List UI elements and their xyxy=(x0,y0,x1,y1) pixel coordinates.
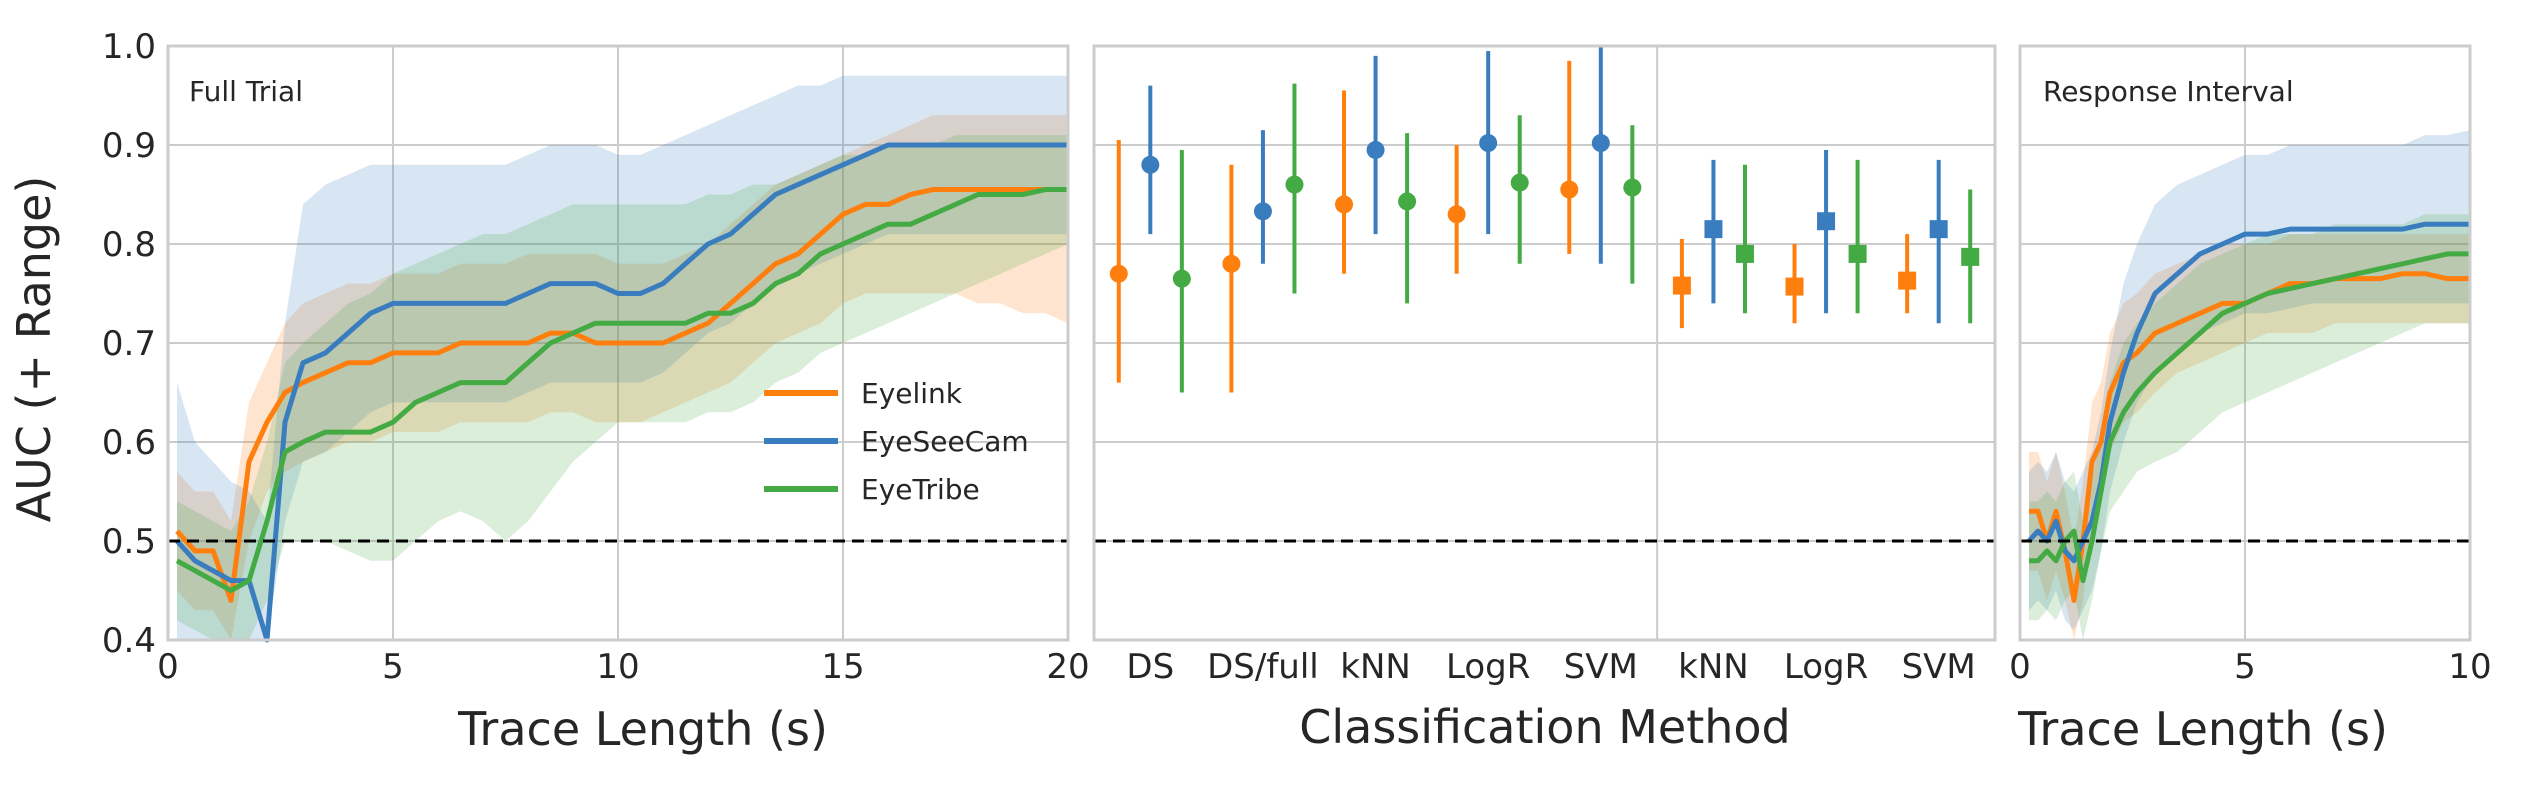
axes-frame xyxy=(166,44,1070,642)
range-band-eyetribe xyxy=(177,135,1068,640)
marker-eyelink xyxy=(1785,277,1804,296)
y-tick-label: 1.0 xyxy=(102,27,156,67)
series-line-eyelink xyxy=(2029,271,2470,603)
category-label: DS xyxy=(1126,647,1174,687)
legend-label-eyeseecam: EyeSeeCam xyxy=(861,425,1029,458)
axes-frame xyxy=(2018,44,2472,642)
range-band-eyeseecam xyxy=(177,75,1068,640)
marker-eyelink xyxy=(1898,271,1917,290)
marker-eyetribe xyxy=(1735,244,1754,263)
legend: Eyelink EyeSeeCam EyeTribe xyxy=(764,377,1029,506)
x-tick-label: 15 xyxy=(821,647,864,687)
marker-eyeseecam xyxy=(1929,220,1948,239)
marker-eyelink xyxy=(1447,205,1466,224)
marker-eyelink xyxy=(1560,180,1579,199)
marker-eyetribe xyxy=(1510,173,1529,192)
category-label: LogR xyxy=(1784,647,1868,687)
axes-frame xyxy=(1092,44,1997,642)
y-tick-label: 0.6 xyxy=(102,423,156,463)
marker-eyeseecam xyxy=(1366,140,1385,159)
y-tick-label: 0.5 xyxy=(102,522,156,562)
marker-eyeseecam xyxy=(1704,220,1723,239)
panel-full-trial: 0.4 0.5 0.6 0.7 0.8 0.9 1.0 0 5 10 15 20 xyxy=(102,27,1090,687)
y-tick-label: 0.9 xyxy=(102,126,156,166)
x-tick-label: 20 xyxy=(1046,647,1089,687)
range-band-eyelink xyxy=(2029,234,2470,640)
y-axis-label: AUC (+ Range) xyxy=(7,176,61,523)
category-label: DS/full xyxy=(1207,647,1319,687)
category-label: SVM xyxy=(1564,647,1638,687)
marker-eyeseecam xyxy=(1479,134,1498,153)
marker-eyeseecam xyxy=(1591,134,1610,153)
legend-label-eyelink: Eyelink xyxy=(861,377,963,410)
marker-eyeseecam xyxy=(1141,155,1160,174)
marker-eyelink xyxy=(1335,195,1354,214)
marker-eyetribe xyxy=(1172,269,1191,288)
category-label: kNN xyxy=(1340,647,1411,687)
series-line-eyetribe xyxy=(2029,251,2470,584)
x-tick-label: 10 xyxy=(2448,647,2491,687)
gridlines xyxy=(1094,45,1995,641)
marker-eyetribe xyxy=(1398,192,1417,211)
panel-response-interval: 0 5 10 xyxy=(2009,44,2492,687)
category-label: SVM xyxy=(1902,647,1976,687)
category-label: kNN xyxy=(1678,647,1749,687)
x-axis-label-left: Trace Length (s) xyxy=(457,702,828,756)
x-tick-label: 5 xyxy=(382,647,404,687)
marker-eyelink xyxy=(1672,276,1691,295)
marker-eyetribe xyxy=(1623,178,1642,197)
x-tick-label: 10 xyxy=(596,647,639,687)
x-axis-label-middle: Classification Method xyxy=(1299,700,1791,754)
series-line-eyelink xyxy=(175,187,1068,603)
marker-eyetribe xyxy=(1285,175,1304,194)
series-line-eyetribe xyxy=(175,187,1068,593)
range-band-eyetribe xyxy=(2029,214,2470,641)
marker-eyetribe xyxy=(1961,247,1980,266)
series-line-eyeseecam xyxy=(2027,221,2470,564)
category-label: LogR xyxy=(1446,647,1530,687)
y-tick-label: 0.7 xyxy=(102,324,156,364)
y-tick-label: 0.4 xyxy=(102,621,156,661)
panel-classification-method: DS DS/full kNN LogR SVM kNN LogR SVM xyxy=(1092,44,1997,687)
y-tick-label: 0.8 xyxy=(102,225,156,265)
series-line-eyeseecam xyxy=(175,142,1068,643)
annotation-response-interval: Response Interval xyxy=(2043,75,2294,108)
range-band-eyeseecam xyxy=(2029,130,2470,631)
x-tick-label: 5 xyxy=(2234,647,2256,687)
marker-eyelink xyxy=(1222,254,1241,273)
x-axis-label-right: Trace Length (s) xyxy=(2017,702,2388,756)
legend-label-eyetribe: EyeTribe xyxy=(861,473,980,506)
annotation-full-trial: Full Trial xyxy=(189,75,303,108)
marker-eyeseecam xyxy=(1817,212,1836,231)
marker-eyetribe xyxy=(1848,244,1867,263)
x-tick-label: 0 xyxy=(157,647,179,687)
marker-eyeseecam xyxy=(1253,202,1272,221)
x-tick-label: 0 xyxy=(2009,647,2031,687)
marker-eyelink xyxy=(1109,264,1128,283)
range-band-eyelink xyxy=(177,115,1068,641)
